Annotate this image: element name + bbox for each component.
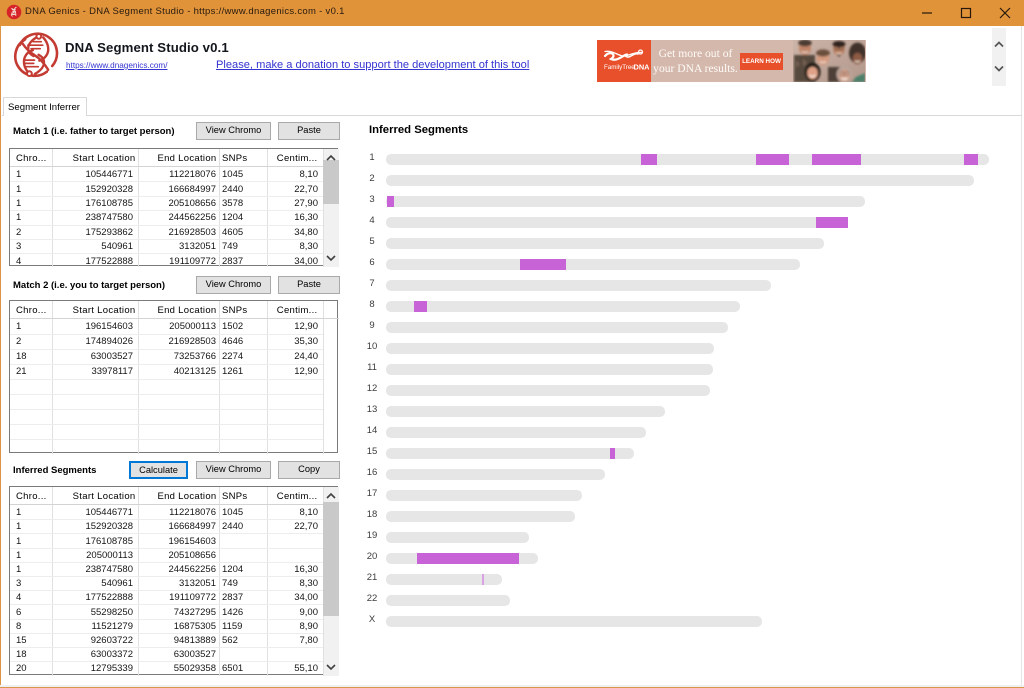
svg-text:FamilyTree: FamilyTree [604, 64, 635, 71]
svg-text:DNA: DNA [634, 62, 651, 71]
